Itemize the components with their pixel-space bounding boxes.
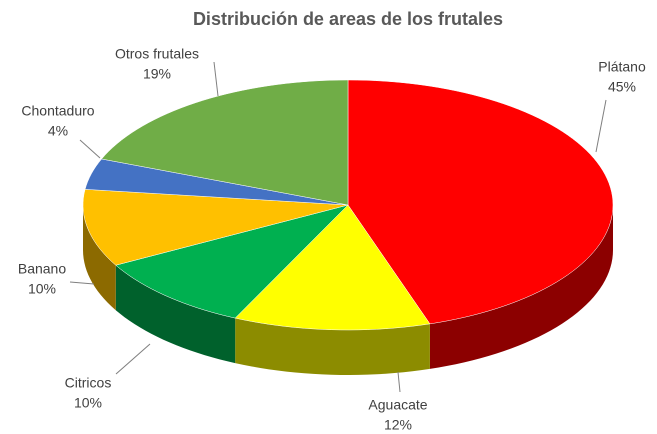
chart-title: Distribución de areas de los frutales — [193, 9, 503, 29]
data-label-value: 10% — [74, 395, 102, 411]
data-label-value: 19% — [143, 66, 171, 82]
leader-line — [213, 61, 219, 97]
data-label-name: Citricos — [65, 375, 112, 391]
data-label-value: 45% — [608, 79, 636, 95]
slice — [234, 204, 431, 331]
leader-line — [397, 371, 401, 393]
slice-side — [115, 265, 236, 364]
data-label-name: Aguacate — [368, 397, 427, 413]
data-label-name: Chontaduro — [21, 103, 94, 119]
data-label-name: Otros frutales — [115, 46, 199, 62]
slice — [84, 158, 349, 206]
data-label-name: Banano — [18, 261, 66, 277]
slice-side — [429, 205, 613, 369]
leader-line — [115, 343, 151, 375]
slice-side — [83, 205, 116, 311]
data-label-value: 4% — [48, 123, 68, 139]
slice — [82, 189, 349, 266]
leader-line — [595, 99, 607, 153]
data-label-name: Plátano — [598, 59, 646, 75]
data-label-value: 10% — [28, 281, 56, 297]
leader-line — [69, 281, 95, 285]
slice-side — [235, 318, 430, 375]
leader-line — [79, 139, 101, 159]
slice — [101, 79, 349, 206]
data-label-value: 12% — [384, 417, 412, 433]
slice — [347, 79, 614, 325]
slice — [115, 204, 349, 319]
